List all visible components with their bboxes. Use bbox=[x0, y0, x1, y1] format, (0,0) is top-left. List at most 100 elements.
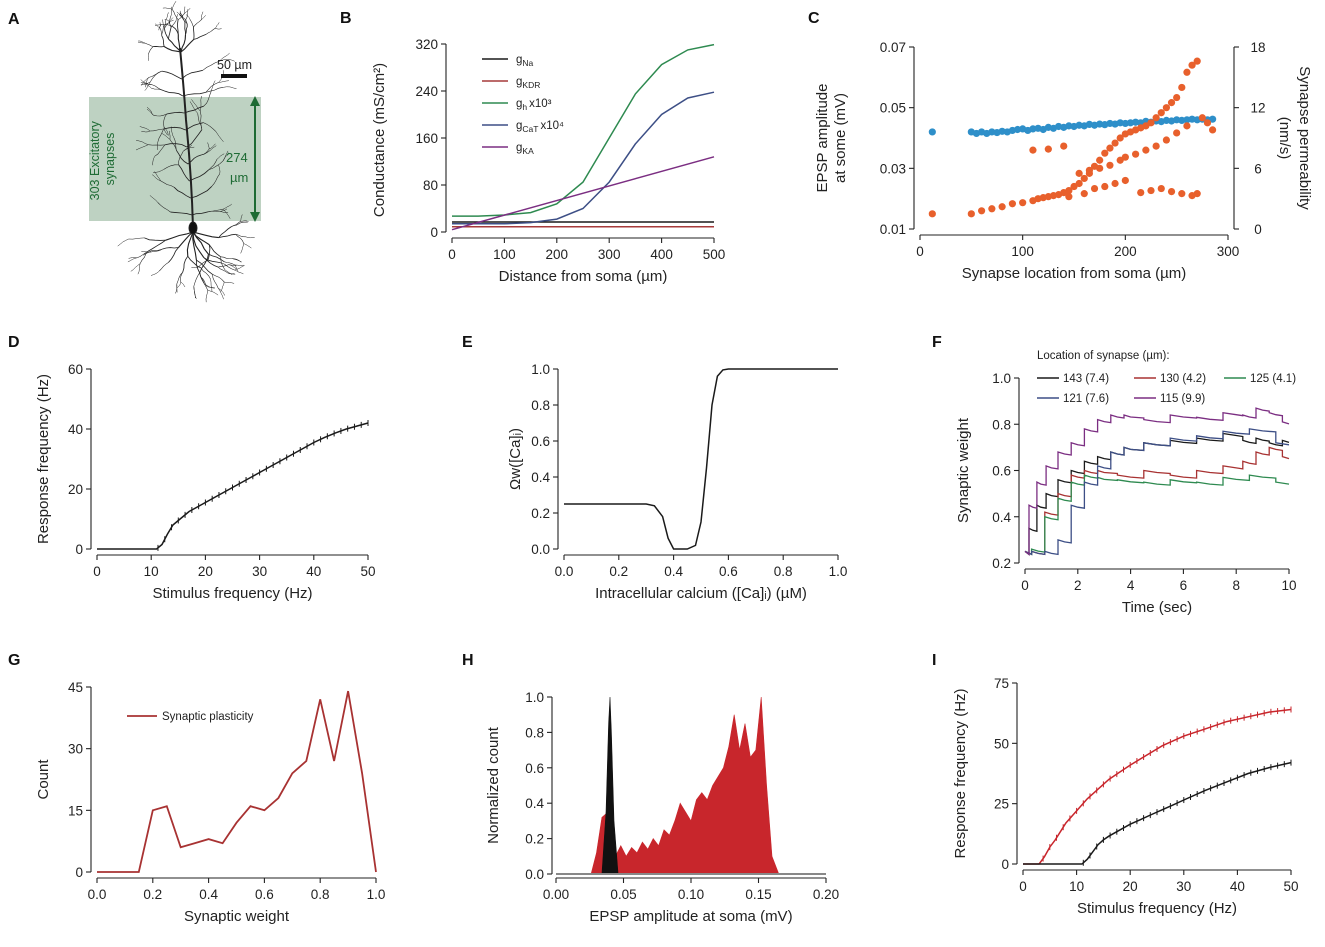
series-line-plastic bbox=[1023, 708, 1292, 865]
dendrite-branch bbox=[164, 19, 167, 29]
scatter-point-permeability bbox=[1080, 190, 1088, 198]
x-tick-label: 0.05 bbox=[610, 887, 636, 902]
y-tick-label: 15 bbox=[68, 803, 83, 818]
neuron-morphology bbox=[117, 1, 255, 303]
dendrite-branch bbox=[163, 126, 186, 131]
dendrite-branch bbox=[193, 272, 201, 287]
scatter-point-permeability bbox=[988, 205, 996, 213]
x-axis-label: Distance from soma (µm) bbox=[499, 268, 668, 285]
dendrite-branch bbox=[182, 91, 206, 97]
dendrite-branch bbox=[240, 243, 245, 254]
dendrite-branch bbox=[210, 145, 217, 151]
dendrite-branch bbox=[201, 15, 206, 21]
dendrite-branch bbox=[224, 261, 236, 266]
y-tick-label: 0.0 bbox=[525, 867, 544, 882]
dendrite-branch bbox=[222, 209, 231, 219]
dendrite-branch bbox=[130, 263, 141, 272]
legend-label: gNa bbox=[516, 54, 534, 68]
dendrite-branch bbox=[144, 81, 151, 91]
dendrite-branch bbox=[162, 247, 179, 250]
dendrite-branch bbox=[211, 173, 220, 187]
dendrite-branch bbox=[177, 281, 182, 289]
legend-label: 115 (9.9) bbox=[1160, 393, 1205, 405]
dendrite-branch bbox=[202, 60, 220, 71]
y-tick-label: 0.0 bbox=[531, 542, 550, 557]
y-tick-label: 0 bbox=[430, 225, 438, 240]
dendrite-branch bbox=[160, 180, 175, 188]
dendrite-branch bbox=[209, 143, 216, 150]
y-tick-label: 45 bbox=[68, 680, 83, 695]
dendrite-branch bbox=[163, 164, 179, 170]
dendrite-branch bbox=[151, 84, 166, 92]
dendrite-branch bbox=[239, 214, 243, 222]
scatter-point-permeability bbox=[998, 203, 1006, 211]
x-axis-label: Time (sec) bbox=[1122, 599, 1192, 616]
dendrite-branch bbox=[192, 231, 205, 259]
dendrite-branch bbox=[197, 113, 203, 130]
y-axis-label-right-1: Synapse permeability bbox=[1296, 66, 1313, 210]
dendrite-branch bbox=[203, 122, 216, 132]
dendrite-branch bbox=[176, 272, 183, 285]
scatter-point-permeability bbox=[1096, 156, 1104, 164]
x-tick-label: 100 bbox=[1011, 244, 1034, 259]
scatter-point-epsp bbox=[928, 128, 936, 136]
y-axis-label: Ωw([Ca]ᵢ) bbox=[507, 428, 524, 490]
dendrite-branch bbox=[200, 11, 204, 20]
scale-bar-label: 50 µm bbox=[217, 58, 252, 72]
scatter-point-permeability bbox=[1173, 129, 1181, 137]
scatter-point-permeability bbox=[1080, 174, 1088, 183]
series-line-115-9-9- bbox=[1024, 407, 1290, 556]
dendrite-branch bbox=[235, 234, 246, 238]
dendrite-branch bbox=[135, 144, 149, 151]
series-line-gka bbox=[451, 156, 715, 231]
y-tick-label: 0.8 bbox=[992, 417, 1011, 432]
dendrite-branch bbox=[207, 289, 219, 296]
legend-label: gh x10³ bbox=[516, 98, 552, 112]
series-line-gcat-x10- bbox=[452, 91, 715, 225]
dendrite-branch bbox=[117, 238, 129, 247]
scatter-point-permeability bbox=[1008, 200, 1017, 208]
dendrite-branch bbox=[199, 254, 209, 273]
y-tick-label: 1.0 bbox=[531, 362, 550, 377]
dendrite-branch bbox=[220, 256, 233, 259]
scatter-point-permeability bbox=[1075, 179, 1083, 188]
y-tick-label: 0.6 bbox=[525, 761, 544, 776]
dendrite-branch bbox=[149, 195, 158, 203]
panel-b: B 0 100 200 300 400 500 Distance from soma (µm)… bbox=[340, 10, 725, 285]
dendrite-branch bbox=[207, 244, 211, 261]
scatter-point-permeability bbox=[1075, 169, 1083, 177]
dendrite-branch bbox=[183, 146, 195, 152]
dendrite-branch bbox=[136, 140, 149, 145]
scatter-point-permeability bbox=[1167, 187, 1176, 196]
x-tick-label: 0.20 bbox=[813, 887, 839, 902]
y-tick-label: 75 bbox=[994, 676, 1009, 691]
panel-f: F 0 2 4 6 8 10 Time (sec) 0.2 0.4 0.6 0.8 1.0 Synapti… bbox=[932, 334, 1297, 616]
dendrite-branch bbox=[218, 226, 232, 238]
x-tick-label: 0 bbox=[1019, 879, 1027, 894]
dendrite-branch bbox=[138, 41, 146, 44]
y-tick-label: 240 bbox=[415, 84, 438, 99]
x-tick-label: 100 bbox=[493, 247, 516, 262]
dendrite-branch bbox=[176, 11, 182, 17]
dendrite-branch bbox=[208, 158, 218, 171]
x-tick-label: 10 bbox=[144, 564, 159, 579]
dendrite-branch bbox=[192, 231, 197, 261]
legend-label: 143 (7.4) bbox=[1063, 373, 1109, 385]
dendrite-branch bbox=[128, 257, 138, 259]
dendrite-branch bbox=[139, 250, 149, 264]
dendrite-branch bbox=[144, 42, 154, 47]
scatter-point-permeability bbox=[1167, 99, 1176, 107]
dendrite-branch bbox=[145, 77, 149, 88]
dendrite-branch bbox=[170, 126, 174, 138]
region-label-line-1: 303 Excitatory bbox=[88, 120, 102, 200]
scatter-point-permeability bbox=[1183, 68, 1191, 76]
y-tick-label: 0.03 bbox=[880, 161, 906, 176]
dendrite-branch bbox=[154, 23, 160, 28]
dendrite-branch bbox=[180, 15, 186, 23]
dendrite-branch bbox=[228, 264, 237, 269]
dendrite-branch bbox=[185, 122, 204, 131]
dendrite-branch bbox=[148, 144, 165, 146]
scatter-point-permeability bbox=[1203, 119, 1212, 127]
dendrite-branch bbox=[161, 133, 171, 140]
dendrite-branch bbox=[159, 262, 169, 272]
